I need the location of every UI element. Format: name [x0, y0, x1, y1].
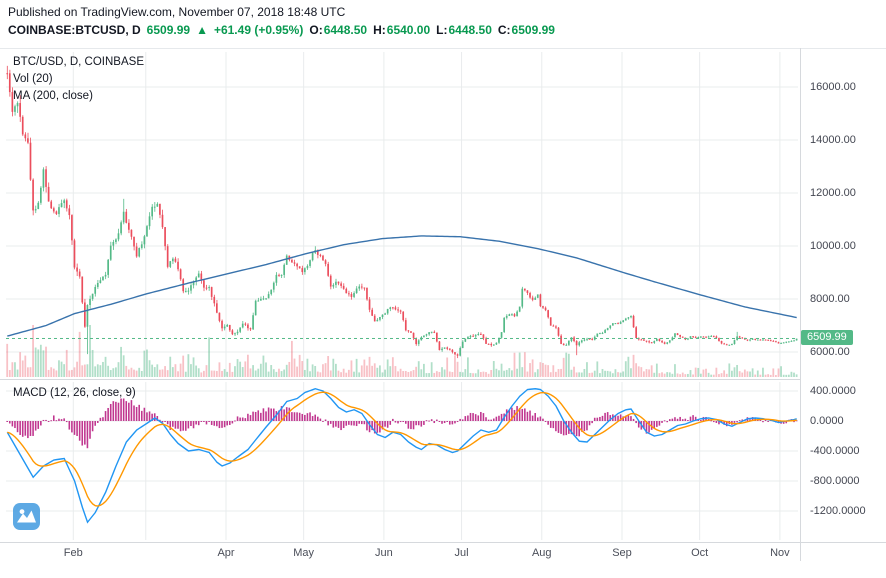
last-price: 6509.99	[146, 23, 191, 37]
legend-symbol: BTC/USD, D, COINBASE	[13, 56, 144, 68]
low-label: L:	[436, 23, 448, 37]
macd-axis-label: -400.0000	[810, 445, 860, 457]
open-value: 6448.50	[323, 23, 368, 37]
legend-macd-label: MACD (12, 26, close, 9)	[13, 387, 136, 399]
axis-separator	[800, 48, 801, 561]
published-timestamp: Published on TradingView.com, November 0…	[8, 5, 346, 19]
open-label: O:	[309, 23, 323, 37]
logo-mountain-icon	[17, 510, 36, 523]
time-axis-label: Jun	[375, 547, 393, 559]
logo-cloud-icon	[19, 509, 25, 514]
price-axis-label: 14000.00	[810, 134, 856, 146]
pane-separator[interactable]	[0, 379, 800, 380]
symbol-name: COINBASE:BTCUSD, D	[8, 23, 141, 37]
high-label: H:	[373, 23, 386, 37]
price-axis-label: 12000.00	[810, 187, 856, 199]
legend-volume: Vol (20)	[13, 73, 53, 85]
up-arrow-icon: ▲	[196, 23, 208, 37]
last-price-badge: 6509.99	[801, 330, 853, 346]
low-pair: L:6448.50	[436, 23, 492, 37]
time-axis-label: Apr	[217, 547, 235, 559]
time-axis-label: Aug	[531, 547, 552, 559]
chart-top-border	[0, 48, 886, 49]
time-axis-label: Sep	[612, 547, 632, 559]
legend-ma: MA (200, close)	[13, 90, 93, 102]
macd-axis-label: -1200.0000	[810, 505, 866, 517]
time-axis-separator	[0, 542, 886, 543]
close-pair: C:6509.99	[498, 23, 555, 37]
high-pair: H:6540.00	[373, 23, 430, 37]
time-axis-label: Jul	[454, 547, 469, 559]
high-value: 6540.00	[386, 23, 431, 37]
symbol-info-bar: COINBASE:BTCUSD, D 6509.99 ▲ +61.49 (+0.95%…	[8, 23, 561, 37]
price-axis-label: 6000.00	[810, 346, 850, 358]
macd-legend: MACD (12, 26, close, 9)	[13, 385, 136, 402]
price-axis-label: 16000.00	[810, 81, 856, 93]
close-value: 6509.99	[511, 23, 555, 37]
low-value: 6448.50	[448, 23, 492, 37]
macd-axis-label: 400.0000	[810, 385, 856, 397]
time-axis-label: May	[293, 547, 315, 559]
time-axis-label: Oct	[691, 547, 709, 559]
time-axis-label: Nov	[770, 547, 790, 559]
open-pair: O:6448.50	[309, 23, 367, 37]
macd-axis-label: 0.0000	[810, 415, 844, 427]
price-axis-label: 10000.00	[810, 240, 856, 252]
close-label: C:	[497, 23, 511, 37]
chart-legend: BTC/USD, D, COINBASE Vol (20) MA (200, c…	[13, 54, 144, 105]
logo-background	[13, 503, 40, 530]
macd-axis-label: -800.0000	[810, 475, 860, 487]
price-change: +61.49 (+0.95%)	[213, 23, 304, 37]
time-axis-label: Feb	[63, 547, 83, 559]
price-axis-label: 8000.00	[810, 293, 850, 305]
tradingview-logo[interactable]	[13, 503, 40, 530]
